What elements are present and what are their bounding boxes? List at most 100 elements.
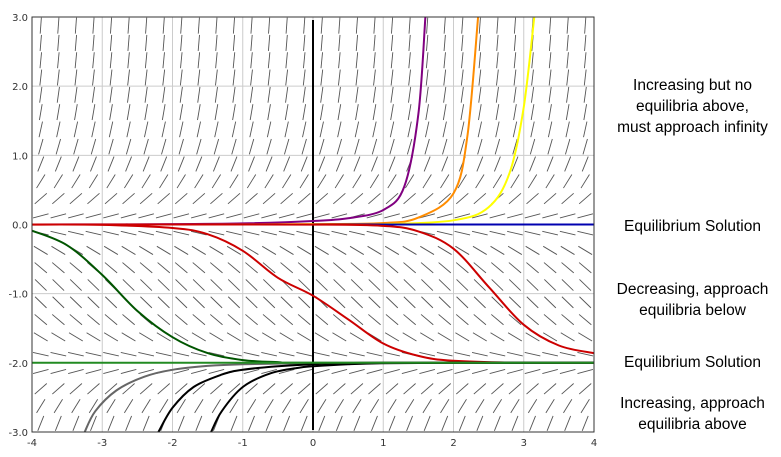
slope-segment: [583, 69, 587, 86]
slope-segment: [366, 351, 383, 357]
y-tick-label: 1.0: [12, 151, 28, 162]
slope-segment: [546, 156, 554, 172]
slope-segment: [285, 69, 289, 86]
slope-segment: [210, 279, 223, 291]
slope-segment: [510, 174, 520, 189]
slope-segment: [421, 296, 434, 309]
slope-segment: [438, 262, 452, 274]
slope-segment: [508, 279, 522, 291]
slope-segment: [266, 138, 272, 155]
slope-segment: [529, 156, 536, 172]
slope-segment: [335, 156, 343, 172]
slope-segment: [530, 121, 535, 138]
annotation-line: Increasing, approach: [620, 395, 765, 412]
slope-segment: [283, 156, 291, 172]
slope-segment: [542, 230, 558, 236]
slope-segment: [232, 86, 236, 103]
slope-segment: [425, 121, 430, 138]
slope-segment: [109, 34, 113, 51]
slope-segment: [457, 174, 467, 189]
annotation-equilibrium-bottom: Equilibrium Solution: [610, 352, 775, 373]
slope-segment: [371, 415, 378, 431]
slope-segment: [209, 245, 224, 255]
slope-segment: [511, 156, 519, 172]
x-tick-label: 2: [450, 438, 456, 449]
slope-segment: [563, 174, 573, 189]
slope-segment: [267, 69, 271, 86]
slope-segment: [245, 192, 258, 205]
slope-segment: [384, 245, 400, 255]
slope-segment: [471, 230, 488, 236]
slope-segment: [110, 17, 113, 34]
slope-segment: [138, 230, 155, 236]
slope-segment: [385, 296, 399, 309]
slope-segment: [107, 415, 115, 431]
slope-segment: [401, 369, 418, 374]
slope-segment: [108, 121, 114, 138]
annotation-line: Equilibrium Solution: [624, 218, 761, 235]
slope-segment: [210, 383, 223, 395]
slope-segment: [175, 296, 188, 309]
slope-segment: [352, 399, 362, 414]
slope-segment: [124, 399, 134, 414]
slope-segment: [88, 399, 99, 414]
slope-segment: [524, 230, 541, 236]
slope-segment: [68, 351, 84, 357]
slope-segment: [455, 192, 469, 205]
slope-segment: [513, 52, 517, 69]
slope-segment: [543, 314, 557, 326]
slope-segment: [578, 192, 592, 205]
slope-segment: [177, 415, 185, 431]
slope-segment: [68, 230, 84, 236]
slope-segment: [74, 34, 78, 51]
slope-segment: [104, 192, 118, 205]
slope-segment: [245, 279, 258, 291]
slope-segment: [438, 279, 451, 291]
slope-segment: [478, 86, 482, 103]
slope-segment: [264, 174, 274, 189]
slope-segment: [104, 383, 118, 395]
slope-segment: [266, 121, 272, 138]
slope-segment: [178, 138, 184, 155]
slope-segment: [425, 104, 429, 121]
slope-segment: [455, 314, 469, 326]
slope-segment: [156, 245, 171, 255]
slope-segment: [39, 69, 43, 86]
slope-segment: [229, 174, 239, 189]
slope-segment: [174, 314, 188, 326]
slope-segment: [315, 279, 328, 291]
slope-segment: [353, 156, 361, 172]
slope-segment: [214, 86, 218, 103]
slope-segment: [144, 69, 148, 86]
slope-segment: [513, 69, 517, 86]
slope-segment: [57, 17, 60, 34]
slope-segment: [438, 296, 451, 309]
slope-segment: [127, 69, 130, 86]
slope-segment: [34, 296, 47, 309]
slope-segment: [524, 213, 541, 219]
slope-segment: [191, 245, 206, 255]
slope-segment: [565, 138, 571, 155]
slope-segment: [298, 279, 311, 291]
slope-segment: [50, 369, 67, 374]
slope-segment: [125, 138, 132, 155]
slope-segment: [212, 156, 220, 172]
slope-segment: [300, 415, 308, 431]
slope-segment: [542, 213, 558, 219]
slope-segment: [52, 192, 65, 205]
slope-segment: [385, 262, 399, 274]
slope-segment: [455, 245, 470, 255]
slope-segment: [495, 121, 500, 138]
slope-segment: [420, 245, 435, 255]
slope-segment: [331, 230, 348, 236]
slope-segment: [407, 104, 412, 121]
slope-segment: [366, 213, 383, 219]
slope-segment: [176, 174, 186, 189]
slope-segment: [87, 279, 100, 291]
slope-segment: [566, 69, 570, 86]
slope-segment: [103, 245, 119, 255]
slope-segment: [531, 52, 534, 69]
slope-segment: [302, 52, 306, 69]
slope-segment: [245, 296, 258, 309]
slope-segment: [265, 156, 273, 172]
